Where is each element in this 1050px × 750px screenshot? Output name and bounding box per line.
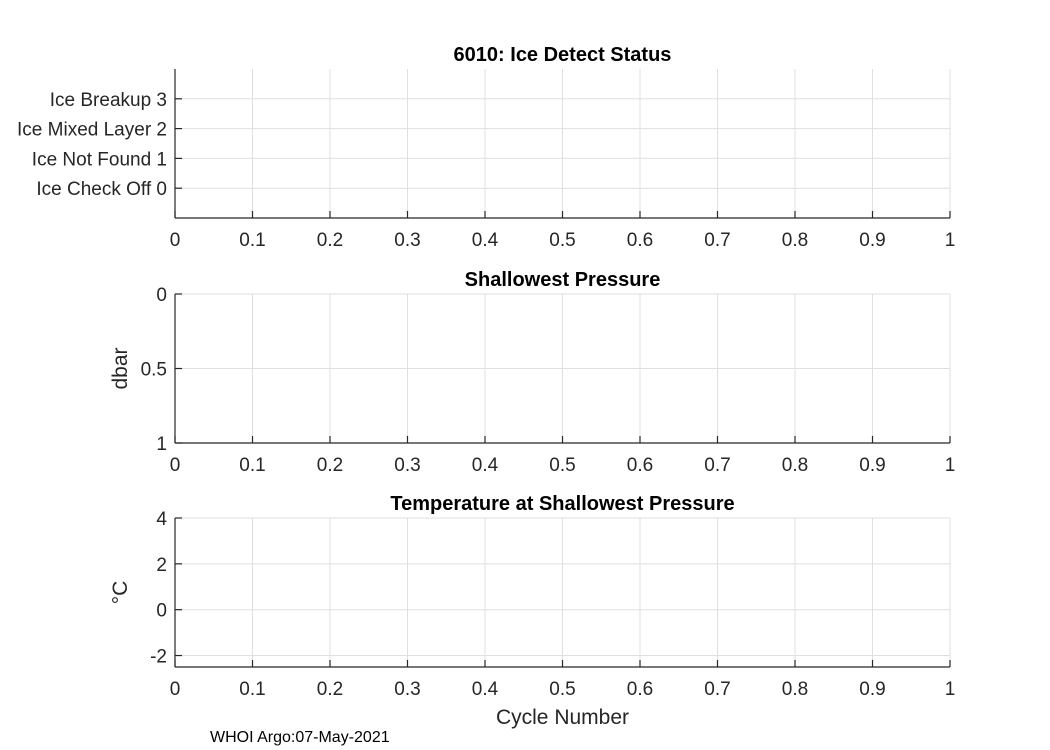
pressure-x-tick-label: 0.3 xyxy=(394,455,420,476)
temperature-title: Temperature at Shallowest Pressure xyxy=(390,493,734,515)
pressure-x-tick-label: 0.8 xyxy=(782,455,808,476)
ice-status-y-tick-label: Ice Check Off 0 xyxy=(36,179,167,200)
pressure-x-tick-label: 0.5 xyxy=(549,455,575,476)
pressure-x-tick-label: 0 xyxy=(170,455,181,476)
temperature-y-tick-label: 2 xyxy=(156,555,167,576)
ice-status-x-tick-label: 0.6 xyxy=(627,230,653,251)
ice-status-x-tick-label: 0.7 xyxy=(704,230,730,251)
temperature-x-tick-label: 0.9 xyxy=(859,679,885,700)
ice-status-x-tick-label: 0.2 xyxy=(317,230,343,251)
ice-status-x-tick-label: 0.4 xyxy=(472,230,499,251)
ice-status-x-tick-label: 0.3 xyxy=(394,230,420,251)
ice-status-y-tick-label: Ice Breakup 3 xyxy=(50,90,167,111)
ice-status-x-tick-label: 0.8 xyxy=(782,230,808,251)
temperature-y-tick-label: 0 xyxy=(156,601,167,622)
pressure-x-tick-label: 0.1 xyxy=(239,455,265,476)
pressure-y-tick-label: 0 xyxy=(156,285,167,306)
pressure-y-tick-label: 0.5 xyxy=(141,360,167,381)
pressure-x-tick-label: 0.2 xyxy=(317,455,343,476)
temperature-x-tick-label: 0.7 xyxy=(704,679,730,700)
temperature-y-axis-label: °C xyxy=(109,581,132,605)
temperature-y-tick-label: -2 xyxy=(150,647,167,668)
ice-status-y-tick-label: Ice Mixed Layer 2 xyxy=(17,120,167,141)
temperature-x-tick-label: 0 xyxy=(170,679,181,700)
subplot-shallowest-pressure: 0 0.1 0.2 0.3 0.4 0.5 0.6 0.7 0.8 0.9 100.51Shallo… xyxy=(109,269,955,476)
temperature-x-tick-label: 1 xyxy=(945,679,956,700)
ice-status-title: 6010: Ice Detect Status xyxy=(454,44,672,66)
ice-status-x-tick-label: 0.1 xyxy=(239,230,265,251)
temperature-x-tick-label: 0.4 xyxy=(472,679,499,700)
pressure-y-axis-label: dbar xyxy=(109,347,132,389)
temperature-x-tick-label: 0.6 xyxy=(627,679,653,700)
ice-status-y-tick-label: Ice Not Found 1 xyxy=(32,149,167,170)
temperature-x-tick-label: 0.8 xyxy=(782,679,808,700)
temperature-x-axis-label: Cycle Number xyxy=(496,706,629,729)
temperature-x-tick-label: 0.2 xyxy=(317,679,343,700)
temperature-x-tick-label: 0.1 xyxy=(239,679,265,700)
pressure-title: Shallowest Pressure xyxy=(465,269,661,291)
ice-status-x-tick-label: 0 xyxy=(170,230,181,251)
pressure-x-tick-label: 0.6 xyxy=(627,455,653,476)
ice-status-x-tick-label: 1 xyxy=(945,230,956,251)
pressure-x-tick-label: 0.9 xyxy=(859,455,885,476)
temperature-x-tick-label: 0.3 xyxy=(394,679,420,700)
temperature-x-tick-label: 0.5 xyxy=(549,679,575,700)
pressure-x-tick-label: 0.4 xyxy=(472,455,499,476)
pressure-x-tick-label: 1 xyxy=(945,455,956,476)
ice-status-x-tick-label: 0.5 xyxy=(549,230,575,251)
temperature-y-tick-label: 4 xyxy=(156,509,167,530)
subplot-temperature: 0 0.1 0.2 0.3 0.4 0.5 0.6 0.7 0.8 0.9 1-2024Temper… xyxy=(109,493,955,729)
pressure-x-tick-label: 0.7 xyxy=(704,455,730,476)
ice-status-x-tick-label: 0.9 xyxy=(859,230,885,251)
footer-label: WHOI Argo:07-May-2021 xyxy=(210,729,390,746)
pressure-y-tick-label: 1 xyxy=(156,434,167,455)
subplot-ice-detect-status: 0 0.1 0.2 0.3 0.4 0.5 0.6 0.7 0.8 0.9 1 Ice Check O… xyxy=(17,44,955,251)
